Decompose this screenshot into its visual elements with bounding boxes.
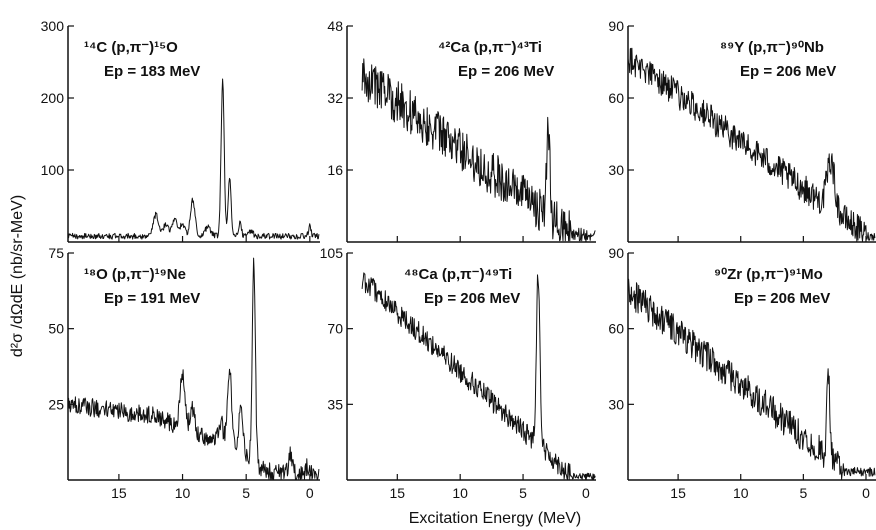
y-tick-label: 200 <box>41 90 65 106</box>
beam-energy-label: Ep = 183 MeV <box>104 63 200 80</box>
y-axis-title: d²σ /dΩdE (nb/sr-MeV) <box>9 195 26 357</box>
x-tick-label: 5 <box>799 485 807 501</box>
x-tick-label: 0 <box>582 485 590 501</box>
reaction-label: ¹⁸O (p,π⁻)¹⁹Ne <box>84 266 186 283</box>
beam-energy-label: Ep = 191 MeV <box>104 290 200 307</box>
x-tick-label: 10 <box>733 485 749 501</box>
spectrum-line <box>361 272 596 480</box>
reaction-label: ¹⁴C (p,π⁻)¹⁵O <box>84 39 178 56</box>
y-tick-label: 300 <box>41 18 65 34</box>
y-tick-label: 25 <box>48 396 64 412</box>
y-tick-label: 16 <box>327 162 343 178</box>
x-tick-label: 0 <box>306 485 314 501</box>
y-tick-label: 32 <box>327 90 343 106</box>
spectrum-line <box>627 47 876 242</box>
y-tick-label: 100 <box>41 162 65 178</box>
y-tick-label: 75 <box>48 245 64 261</box>
y-tick-label: 35 <box>327 396 343 412</box>
beam-energy-label: Ep = 206 MeV <box>458 63 554 80</box>
spectrum-line <box>627 278 876 480</box>
reaction-label: ⁹⁰Zr (p,π⁻)⁹¹Mo <box>714 266 823 283</box>
x-tick-label: 15 <box>670 485 686 501</box>
spectrum-line <box>67 257 320 480</box>
y-tick-label: 50 <box>48 321 64 337</box>
x-tick-label: 10 <box>175 485 191 501</box>
spectrum-panel: 30 60 90 ⁸⁹Y (p,π⁻)⁹⁰Nb Ep = 206 MeV <box>608 18 876 243</box>
spectrum-panel: 16 32 48 ⁴²Ca (p,π⁻)⁴³Ti Ep = 206 MeV <box>327 18 596 243</box>
y-tick-label: 105 <box>320 245 344 261</box>
y-tick-label: 48 <box>327 18 343 34</box>
beam-energy-label: Ep = 206 MeV <box>740 63 836 80</box>
y-tick-label: 90 <box>608 18 624 34</box>
x-tick-label: 15 <box>111 485 127 501</box>
y-tick-label: 30 <box>608 396 624 412</box>
spectrum-line <box>67 78 320 240</box>
x-tick-label: 5 <box>519 485 527 501</box>
reaction-label: ⁸⁹Y (p,π⁻)⁹⁰Nb <box>720 39 824 56</box>
y-tick-label: 60 <box>608 321 624 337</box>
spectrum-line <box>361 58 596 242</box>
x-tick-label: 5 <box>242 485 250 501</box>
spectrum-panel: 30 60 90 15 10 5 0 ⁹⁰Zr (p,π⁻)⁹¹Mo Ep = 206 MeV <box>608 245 876 501</box>
reaction-label: ⁴⁸Ca (p,π⁻)⁴⁹Ti <box>404 266 512 283</box>
x-axis-title: Excitation Energy (MeV) <box>409 510 582 527</box>
beam-energy-label: Ep = 206 MeV <box>734 290 830 307</box>
reaction-label: ⁴²Ca (p,π⁻)⁴³Ti <box>438 39 542 56</box>
x-tick-label: 0 <box>862 485 870 501</box>
beam-energy-label: Ep = 206 MeV <box>424 290 520 307</box>
spectrum-panel: 100 200 300 ¹⁴C (p,π⁻)¹⁵O Ep = 183 MeV <box>41 18 320 243</box>
y-tick-label: 90 <box>608 245 624 261</box>
y-tick-label: 30 <box>608 162 624 178</box>
x-tick-label: 10 <box>452 485 468 501</box>
y-tick-label: 60 <box>608 90 624 106</box>
y-tick-label: 70 <box>327 321 343 337</box>
x-tick-label: 15 <box>390 485 406 501</box>
